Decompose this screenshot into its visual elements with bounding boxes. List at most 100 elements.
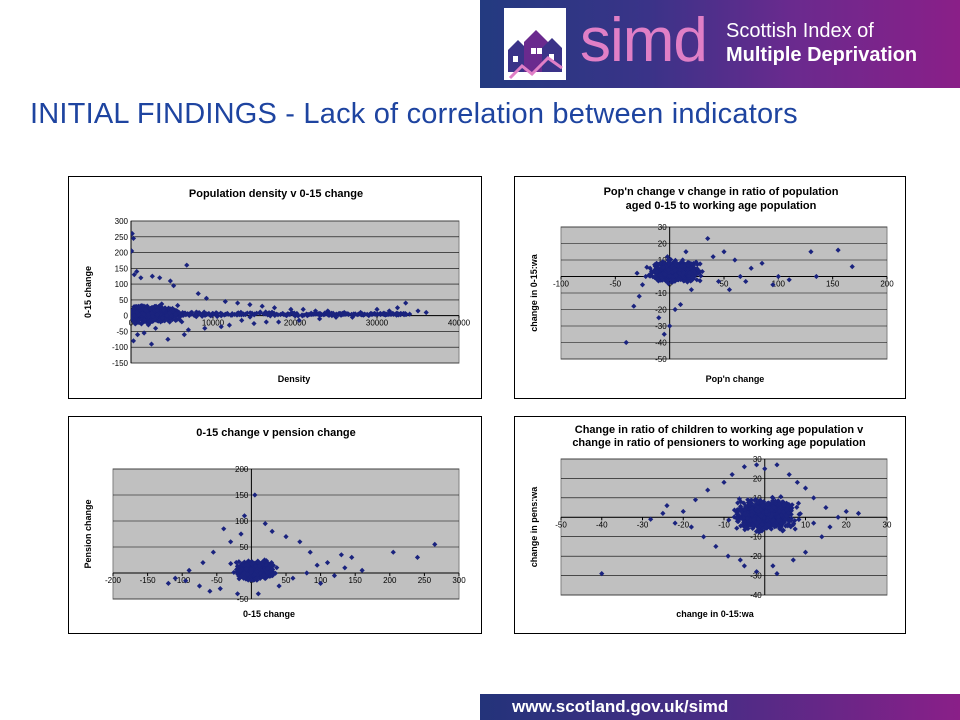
data-point [241,575,247,581]
data-point [239,310,245,316]
data-point [184,262,190,268]
y-axis-label: Pension change [83,499,93,568]
data-point [234,310,240,317]
chart-svg: 0-15 change v pension change-50050100150… [83,427,466,619]
data-point [681,270,687,276]
data-point [780,509,787,515]
data-point [662,271,668,277]
plot-area [130,220,460,364]
data-point [245,569,251,575]
header-banner: simd Scottish Index of Multiple Deprivat… [480,0,960,88]
data-point [770,495,776,501]
y-axis-label: 0-15 change [83,266,93,318]
data-point [770,563,776,569]
data-point [779,528,786,534]
data-point [394,305,401,311]
data-point [196,583,203,589]
data-point [737,557,743,563]
data-point [775,273,781,280]
x-tick-label: -50 [211,576,223,585]
data-point [786,501,792,508]
data-point [228,561,234,567]
data-point [145,314,151,320]
y-tick-label: -100 [112,343,129,352]
y-tick-label: -10 [655,289,667,298]
data-point [160,307,167,313]
data-point [400,310,407,317]
data-point [778,520,784,527]
data-points [165,492,438,597]
data-point [802,549,809,555]
data-point [672,306,678,313]
data-point [234,591,241,597]
data-point [770,517,776,523]
data-point [403,300,409,306]
y-tick-label: 250 [115,233,129,242]
data-point [639,282,646,288]
data-point [658,272,664,278]
x-tick-label: -30 [637,520,649,529]
data-point [131,338,137,344]
data-point [788,511,794,517]
data-point [661,331,667,337]
data-point [264,569,270,575]
y-tick-label: 50 [119,296,128,305]
data-point [233,559,239,566]
data-point [263,319,269,325]
data-point [224,310,231,317]
data-point [423,309,429,316]
chart-0-15-change-vs-pension-change: 0-15 change v pension change-50050100150… [68,416,482,634]
data-point [158,319,164,325]
y-tick-label: -50 [116,327,128,336]
data-point [131,231,135,237]
data-point [760,503,766,509]
data-point [238,531,244,537]
data-point [311,311,317,317]
data-point [813,273,819,280]
x-tick-label: 20 [842,520,851,529]
data-point [785,523,791,529]
data-point [758,513,764,519]
data-point [141,330,147,336]
footer-url-link[interactable]: www.scotland.gov.uk/simd [512,697,729,716]
data-point [785,510,792,516]
data-point [664,278,671,284]
data-point [783,500,790,506]
data-point [748,265,754,271]
data-point [789,502,795,508]
data-point [141,317,147,323]
data-point [342,565,348,571]
y-tick-label: 0 [124,312,129,321]
data-point [734,515,740,521]
data-point [407,311,413,317]
data-point [207,588,213,594]
data-point [778,524,784,530]
data-point [244,310,250,316]
data-point [732,257,738,263]
chart-children-ratio-vs-pensioner-ratio: Change in ratio of children to working a… [514,416,906,634]
data-point [795,500,802,506]
data-point [372,310,378,317]
data-point [251,320,257,327]
x-tick-label: 20000 [284,319,307,328]
data-point [811,520,817,526]
data-point [774,571,780,577]
data-point [788,507,794,513]
data-point [721,479,727,485]
data-point [794,504,800,510]
data-point [778,494,784,500]
y-tick-label: 50 [239,543,248,552]
data-point [248,566,255,573]
data-point [770,282,776,288]
data-point [342,310,348,316]
data-point [745,523,751,530]
data-point [325,311,331,317]
data-point [231,569,237,576]
data-point [808,249,814,255]
data-point [636,293,642,299]
data-point [271,305,278,311]
data-point [747,503,753,509]
data-point [237,567,243,574]
x-tick-label: 0 [129,319,134,328]
data-point [358,312,364,318]
